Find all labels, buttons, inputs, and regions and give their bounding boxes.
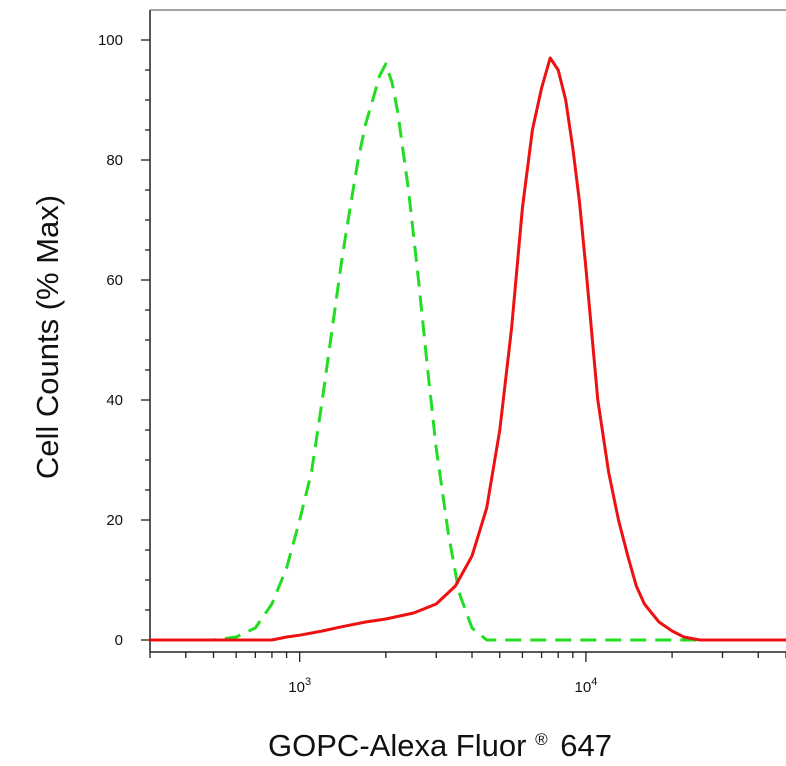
y-tick-label: 80 — [106, 152, 123, 169]
x-axis-ticks: 103104105 — [149, 652, 786, 696]
series-line-solid — [150, 56, 786, 642]
registered-mark: ® — [535, 730, 548, 749]
plot-frame — [149, 9, 786, 653]
x-axis-title: GOPC-Alexa Fluor ® 647 — [268, 717, 612, 763]
x-axis-title-suffix: 647 — [560, 728, 612, 763]
x-axis-title-main: GOPC-Alexa Fluor — [268, 728, 526, 763]
y-tick-label: 0 — [115, 632, 123, 649]
y-tick-label: 60 — [106, 272, 123, 289]
x-tick-label: 103 — [288, 676, 311, 696]
x-tick-base: 10 — [575, 679, 592, 696]
y-axis-ticks: 0 20 40 60 80 100 — [98, 32, 150, 649]
x-tick-exponent: 4 — [591, 676, 597, 688]
x-tick-exponent: 3 — [305, 676, 311, 688]
x-tick-label: 104 — [575, 676, 598, 696]
y-tick-label: 40 — [106, 392, 123, 409]
series-line-dashed — [150, 62, 700, 642]
y-tick-label: 100 — [98, 32, 123, 49]
x-tick-base: 10 — [288, 679, 305, 696]
y-tick-label: 20 — [106, 512, 123, 529]
y-axis-title: Cell Counts (% Max) — [30, 195, 65, 479]
series-layer — [150, 56, 786, 642]
